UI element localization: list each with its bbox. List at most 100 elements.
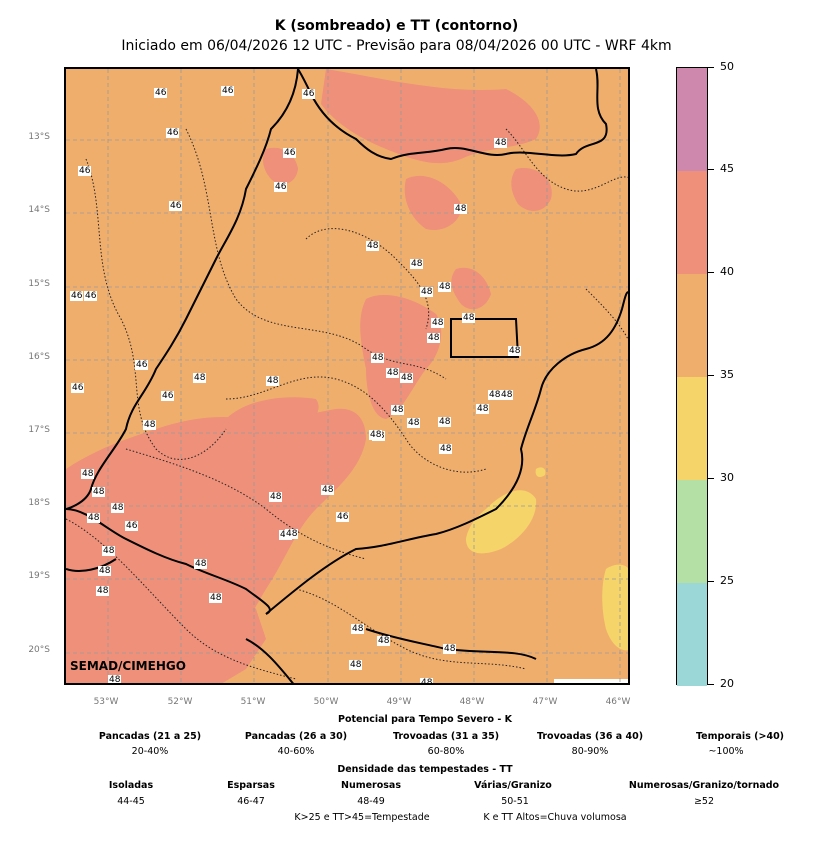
legend-tt-item: Numerosas <box>341 780 401 791</box>
contour-label: 48 <box>443 644 457 654</box>
contour-label: 48 <box>269 492 283 502</box>
contour-label: 48 <box>377 636 391 646</box>
contour-label: 46 <box>161 391 175 401</box>
contour-label: 48 <box>462 313 476 323</box>
lon-label: 47°W <box>532 697 558 707</box>
contour-label: 48 <box>508 346 522 356</box>
legend-tt-value: 50-51 <box>501 796 529 807</box>
contour-label: 48 <box>108 675 122 685</box>
legend-k-value: ~100% <box>708 746 744 757</box>
contour-label: 46 <box>221 86 235 96</box>
legend-k-value: 80-90% <box>571 746 609 757</box>
legend-tt-item: Várias/Granizo <box>474 780 552 791</box>
lat-label: 18°S <box>28 498 50 508</box>
lon-label: 48°W <box>459 697 485 707</box>
contour-label: 46 <box>274 182 288 192</box>
contour-label: 48 <box>431 318 445 328</box>
colorbar-tick-label: 20 <box>720 677 734 690</box>
colorbar-segment-30-35 <box>677 377 707 480</box>
legend-k-title: Potencial para Tempo Severo - K <box>338 714 512 725</box>
legend-tt-item: Numerosas/Granizo/tornado <box>628 780 780 791</box>
contour-label: 46 <box>125 521 139 531</box>
contour-label: 48 <box>439 444 453 454</box>
legend-tt-title: Densidade das tempestades - TT <box>337 764 513 775</box>
tt-contours <box>66 128 628 680</box>
contour-label: 46 <box>84 291 98 301</box>
map-subtitle: Iniciado em 06/04/2026 12 UTC - Previsão… <box>121 38 672 54</box>
contour-label: 48 <box>500 390 514 400</box>
lon-label: 46°W <box>605 697 631 707</box>
contour-label: 48 <box>111 503 125 513</box>
contour-label: 46 <box>336 512 350 522</box>
contour-label: 46 <box>71 383 85 393</box>
contour-label: 48 <box>92 487 106 497</box>
colorbar-segment-45-50 <box>677 68 707 171</box>
legend-tt-value: 48-49 <box>357 796 385 807</box>
colorbar-segment-20-25 <box>677 583 707 686</box>
contour-label: 48 <box>427 333 441 343</box>
contour-label: 46 <box>283 148 297 158</box>
lon-label: 50°W <box>313 697 339 707</box>
legend-k-value: 40-60% <box>277 746 315 757</box>
lat-label: 20°S <box>28 645 50 655</box>
contour-label: 48 <box>81 469 95 479</box>
contour-label: 48 <box>494 138 508 148</box>
nodata-strip <box>554 679 628 683</box>
colorbar-tick-label: 45 <box>720 162 734 175</box>
map-title: K (sombreado) e TT (contorno) <box>274 18 519 34</box>
contour-label: 48 <box>266 376 280 386</box>
contour-label: 48 <box>420 678 434 683</box>
contour-label: 48 <box>476 404 490 414</box>
contour-label: 48 <box>102 546 116 556</box>
contour-label: 48 <box>371 353 385 363</box>
credit-label: SEMAD/CIMEHGO <box>70 659 186 673</box>
lon-label: 51°W <box>240 697 266 707</box>
k-shading-moderate <box>466 467 628 651</box>
lat-label: 13°S <box>28 132 50 142</box>
colorbar-segment-25-30 <box>677 480 707 583</box>
legend-tt-item: Esparsas <box>227 780 275 791</box>
colorbar-tick-label: 35 <box>720 368 734 381</box>
contour-label: 46 <box>302 89 316 99</box>
contour-label: 48 <box>391 405 405 415</box>
legend-tt-item: Isoladas <box>108 780 154 791</box>
contour-label: 46 <box>154 88 168 98</box>
lat-label: 14°S <box>28 205 50 215</box>
contour-label: 48 <box>349 660 363 670</box>
contour-label: 46 <box>70 291 84 301</box>
legend-k-value: 60-80% <box>427 746 465 757</box>
contour-label: 48 <box>488 390 502 400</box>
contour-label: 48 <box>285 529 299 539</box>
colorbar-segment-40-45 <box>677 171 707 274</box>
lat-label: 16°S <box>28 352 50 362</box>
legend-tt-value: 46-47 <box>237 796 265 807</box>
colorbar-tick-label: 50 <box>720 60 734 73</box>
legend-k-item: Pancadas (26 a 30) <box>244 731 348 742</box>
colorbar-segment-35-40 <box>677 274 707 377</box>
legend-note-storm: K>25 e TT>45=Tempestade <box>294 812 430 823</box>
legend-tt-value: ≥52 <box>693 796 715 807</box>
contour-label: 48 <box>407 418 421 428</box>
legend-k-value: 20-40% <box>131 746 169 757</box>
colorbar-tick-label: 25 <box>720 574 734 587</box>
contour-label: 48 <box>369 430 383 440</box>
map-svg <box>66 69 628 683</box>
colorbar <box>676 67 708 686</box>
contour-label: 48 <box>400 373 414 383</box>
contour-label: 48 <box>438 417 452 427</box>
lon-label: 53°W <box>93 697 119 707</box>
contour-label: 48 <box>438 282 452 292</box>
contour-label: 46 <box>166 128 180 138</box>
contour-label: 48 <box>87 513 101 523</box>
state-borders <box>66 69 628 683</box>
lon-label: 52°W <box>167 697 193 707</box>
contour-label: 48 <box>410 259 424 269</box>
contour-label: 48 <box>386 368 400 378</box>
contour-label: 48 <box>143 420 157 430</box>
contour-label: 46 <box>78 166 92 176</box>
contour-label: 46 <box>135 360 149 370</box>
legend-k-item: Temporais (>40) <box>695 731 785 742</box>
contour-label: 48 <box>321 485 335 495</box>
contour-label: 48 <box>454 204 468 214</box>
lat-label: 17°S <box>28 425 50 435</box>
